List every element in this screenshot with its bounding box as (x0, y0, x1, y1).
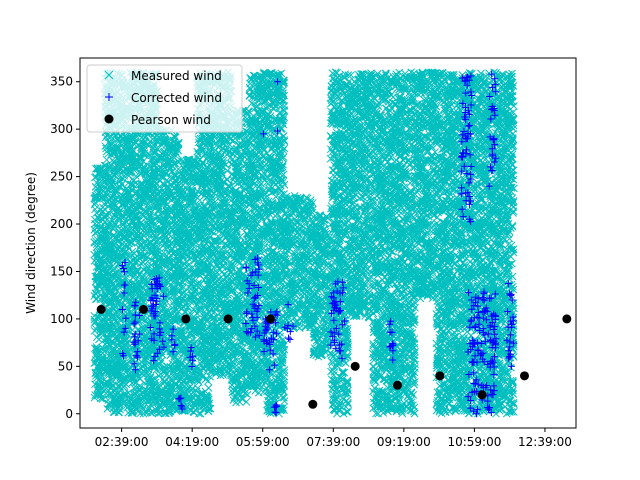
measured-wind-marker (91, 317, 100, 326)
measured-wind-marker (92, 295, 100, 303)
measured-wind-marker (91, 391, 100, 399)
measured-wind-marker (95, 248, 103, 256)
measured-wind-marker (94, 367, 103, 375)
measured-wind-marker (93, 347, 102, 356)
measured-wind-marker (90, 215, 99, 224)
measured-wind-marker (93, 390, 102, 398)
measured-wind-marker (102, 335, 111, 344)
plot-area (90, 68, 572, 418)
measured-wind-marker (92, 254, 101, 263)
measured-wind-marker (91, 194, 99, 203)
measured-wind-marker (96, 206, 105, 215)
measured-wind-marker (94, 188, 103, 197)
measured-wind-marker (93, 179, 101, 187)
measured-wind-marker (90, 225, 99, 234)
measured-wind-layer (90, 68, 518, 418)
measured-wind-marker (94, 363, 103, 372)
measured-wind-marker (91, 344, 99, 353)
measured-wind-marker (98, 194, 107, 202)
measured-wind-marker (96, 223, 105, 232)
measured-wind-marker (93, 164, 102, 172)
measured-wind-marker (90, 250, 99, 259)
measured-wind-marker (91, 351, 100, 360)
measured-wind-marker (93, 386, 102, 395)
measured-wind-marker (90, 319, 99, 328)
measured-wind-marker (93, 235, 102, 244)
measured-wind-marker (94, 272, 102, 280)
measured-wind-marker (96, 346, 105, 355)
measured-wind-marker (96, 328, 105, 337)
measured-wind-marker (95, 335, 103, 344)
